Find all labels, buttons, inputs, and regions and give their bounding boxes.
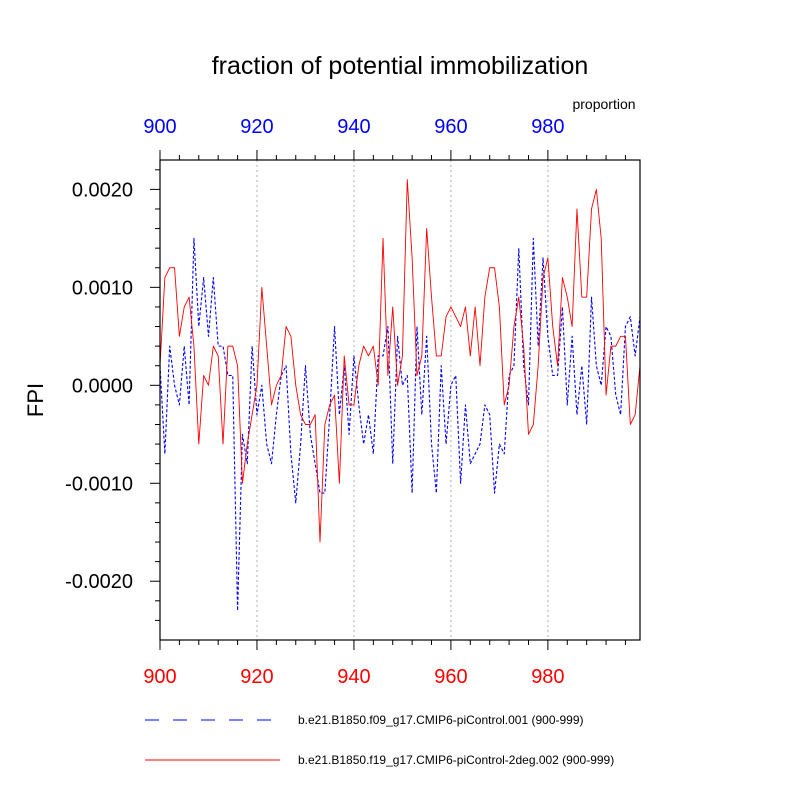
axis-layer: 900 900 920 920 940 940 960 960 980 980 0.0020 0.00…	[65, 116, 626, 688]
legend-label-series-2: b.e21.B1850.f19_g17.CMIP6-piControl-2deg…	[298, 753, 614, 767]
plot-frame	[159, 159, 641, 641]
chart-title: fraction of potential immobilization	[212, 52, 589, 80]
x-tick-label-bottom-900: 900	[143, 666, 176, 688]
grid-layer	[256, 160, 549, 640]
x-tick-label-top-980: 980	[531, 116, 564, 138]
x-tick-label-bottom-920: 920	[240, 666, 273, 688]
x-tick-label-bottom-980: 980	[531, 666, 564, 688]
x-tick-label-top-920: 920	[240, 116, 273, 138]
series-layer	[159, 179, 641, 612]
units-label: proportion	[572, 96, 635, 112]
x-tick-label-top-940: 940	[337, 116, 370, 138]
x-tick-label-bottom-940: 940	[337, 666, 370, 688]
y-tick-label-4: -0.0020	[65, 571, 133, 593]
y-tick-label-1: 0.0010	[72, 277, 133, 299]
y-tick-label-0: 0.0020	[72, 179, 133, 201]
series-line-2	[159, 179, 641, 543]
x-tick-label-top-960: 960	[434, 116, 467, 138]
y-tick-label-3: -0.0010	[65, 473, 133, 495]
series-line-1	[159, 237, 641, 612]
x-tick-label-top-900: 900	[143, 116, 176, 138]
legend: b.e21.B1850.f09_g17.CMIP6-piControl.001 …	[145, 713, 614, 767]
x-tick-label-bottom-960: 960	[434, 666, 467, 688]
y-tick-label-2: 0.0000	[72, 375, 133, 397]
legend-label-series-1: b.e21.B1850.f09_g17.CMIP6-piControl.001 …	[298, 713, 584, 727]
y-axis-label: FPI	[23, 383, 48, 417]
